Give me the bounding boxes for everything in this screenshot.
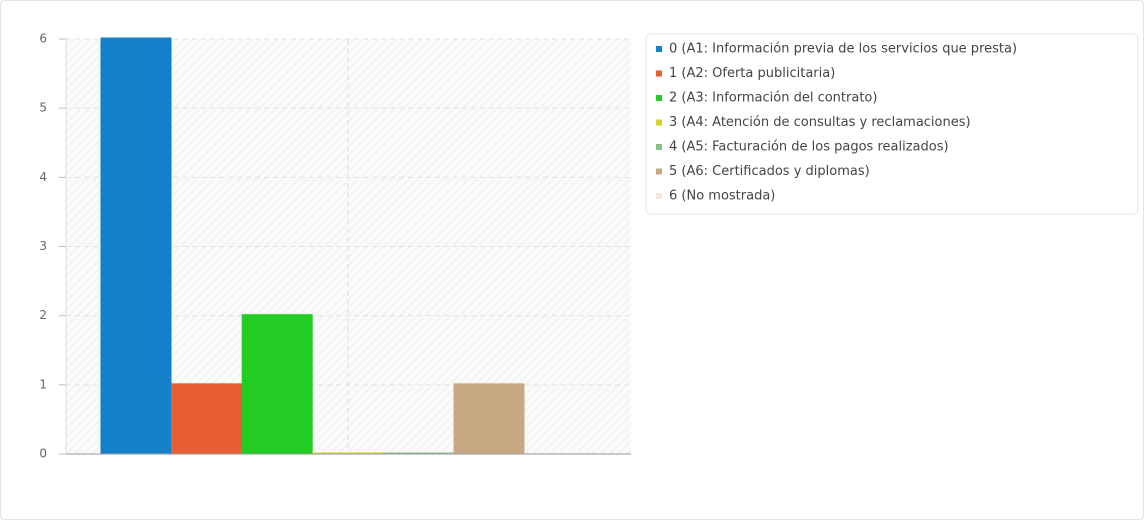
legend-swatch [656, 95, 662, 101]
bar [453, 383, 525, 455]
legend-label: 0 (A1: Información previa de los servici… [669, 42, 1017, 57]
y-tick-label: 6 [39, 32, 47, 46]
legend-swatch [656, 119, 662, 126]
legend-swatch [656, 144, 662, 150]
y-tick-label: 5 [39, 101, 47, 115]
bar [100, 37, 172, 455]
legend-label: 5 (A6: Certificados y diplomas) [669, 164, 870, 179]
y-tick-label: 3 [39, 239, 47, 253]
y-tick-label: 4 [39, 170, 47, 184]
bar [241, 314, 313, 455]
legend-swatch [656, 70, 662, 77]
y-tick-label: 2 [39, 308, 47, 322]
legend-label: 3 (A4: Atención de consultas y reclamaci… [669, 115, 971, 130]
legend-label: 1 (A2: Oferta publicitaria) [669, 66, 835, 81]
legend-box [645, 33, 1139, 215]
legend-swatch [656, 168, 662, 175]
legend-label: 6 (No mostrada) [669, 189, 775, 204]
legend-swatch [656, 46, 662, 52]
y-tick-label: 1 [39, 377, 47, 391]
legend-swatch [656, 193, 662, 199]
bar [171, 383, 243, 455]
y-tick-label: 0 [39, 447, 47, 461]
legend-label: 2 (A3: Información del contrato) [669, 91, 877, 106]
legend-label: 4 (A5: Facturación de los pagos realizad… [669, 140, 949, 155]
